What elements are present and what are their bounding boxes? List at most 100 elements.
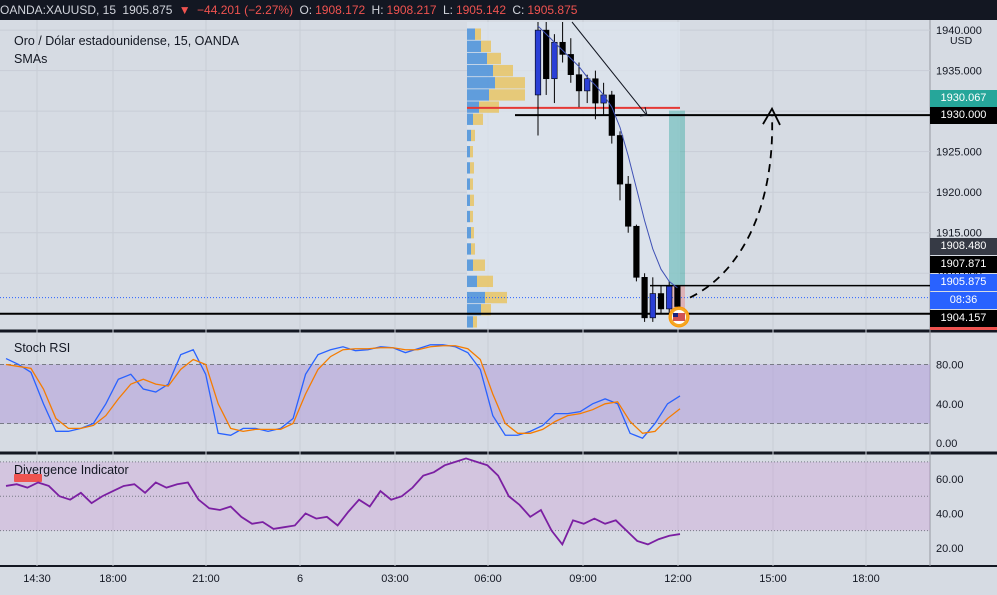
candle-body <box>616 135 624 185</box>
candle-body <box>649 293 656 319</box>
volume-bar-down <box>471 227 474 239</box>
volume-bar-up <box>467 259 473 271</box>
time-tick-label: 06:00 <box>474 573 502 585</box>
divergence-tick-label: 20.00 <box>936 543 964 555</box>
price-change: −44.201 (−2.27%) <box>197 3 294 17</box>
time-tick-label: 12:00 <box>664 573 692 585</box>
projection-path <box>689 115 774 299</box>
divergence-tick-label: 40.00 <box>936 508 964 520</box>
price-unit-label: USD <box>950 35 973 47</box>
change-down-icon: ▼ <box>178 3 191 17</box>
volume-bar-up <box>467 304 481 316</box>
time-tick-label: 09:00 <box>569 573 597 585</box>
candle-body <box>633 225 640 278</box>
divergence-alert-marker <box>14 474 42 482</box>
close-label: C: <box>512 3 525 17</box>
time-tick-label: 03:00 <box>381 573 409 585</box>
volume-bar-down <box>489 89 525 101</box>
time-tick-label: 14:30 <box>23 573 51 585</box>
volume-bar-down <box>470 162 474 174</box>
symbol-name[interactable]: OANDA:XAUUSD, 15 <box>0 3 117 17</box>
candle-body <box>584 78 591 92</box>
volume-bar-up <box>467 146 470 158</box>
volume-bar-up <box>467 210 470 223</box>
volume-bar-down <box>473 316 477 328</box>
price-badge-tp: 1930.067 <box>930 90 997 107</box>
candle-body <box>608 94 615 136</box>
volume-bar-down <box>471 243 475 255</box>
price-tick-label: 1935.000 <box>936 66 982 78</box>
trend-arrow-head <box>639 106 648 117</box>
open-value: 1908.172 <box>315 3 366 17</box>
stoch-tick-label: 80.00 <box>936 359 964 371</box>
price-badge-low: 1904.157 <box>930 310 997 327</box>
volume-bar-up <box>467 162 470 174</box>
stoch-rsi-label[interactable]: Stoch RSI <box>14 341 71 355</box>
stoch-band <box>0 364 930 424</box>
us-flag-stripes <box>673 313 685 321</box>
us-flag-canton <box>673 313 678 317</box>
chart-title[interactable]: Oro / Dólar estadounidense, 15, OANDA <box>14 34 240 48</box>
low-value: 1905.142 <box>455 3 507 17</box>
volume-bar-down <box>470 146 473 158</box>
divergence-line <box>5 457 681 547</box>
volume-bar-down <box>475 28 481 40</box>
volume-bar-down <box>481 40 491 52</box>
candle-body <box>641 277 648 319</box>
low-label: L: <box>442 3 453 17</box>
price-tick-label: 1940.000 <box>936 25 982 37</box>
volume-bar-down <box>470 210 473 223</box>
time-tick-label: 21:00 <box>192 573 220 585</box>
volume-bar-up <box>467 40 481 52</box>
candle-body <box>657 293 665 310</box>
candle-body <box>551 41 558 80</box>
price-axis-marker <box>930 327 997 330</box>
candle-body <box>600 94 607 104</box>
volume-bar-up <box>467 243 471 255</box>
volume-bar-up <box>467 275 477 288</box>
volume-bar-down <box>481 304 491 316</box>
volume-bar-down <box>495 77 525 89</box>
candle-body <box>666 285 673 310</box>
volume-bar-up <box>467 52 487 65</box>
price-tick-label: 1915.000 <box>936 228 982 240</box>
projection-arrow-head <box>762 106 781 126</box>
volume-bar-down <box>473 113 483 125</box>
volume-bar-down <box>471 129 475 142</box>
candle-body <box>625 183 632 227</box>
volume-bar-up <box>467 227 471 239</box>
volume-bar-down <box>493 64 513 77</box>
stoch-tick-label: 40.00 <box>936 399 964 411</box>
high-value: 1908.217 <box>386 3 437 17</box>
stoch-k-line <box>5 344 681 439</box>
stoch-tick-label: 0.00 <box>936 438 957 450</box>
price-tick-label: 1925.000 <box>936 147 982 159</box>
divergence-label[interactable]: Divergence Indicator <box>14 463 129 477</box>
candle-body <box>543 29 550 80</box>
sma-indicator-label[interactable]: SMAs <box>14 52 48 66</box>
volume-bar-up <box>467 64 493 77</box>
volume-bar-up <box>467 89 489 101</box>
price-badge-support: 1907.871 <box>930 256 997 273</box>
volume-bar-down <box>470 194 474 206</box>
sma-line <box>537 25 678 289</box>
volume-bar-up <box>467 77 495 89</box>
volume-bar-down <box>477 275 493 288</box>
candle-body <box>575 74 583 92</box>
volume-bar-up <box>467 316 473 328</box>
candle-body <box>534 29 542 96</box>
close-value: 1905.875 <box>527 3 578 17</box>
stoch-d-line <box>5 345 681 434</box>
target-zone <box>669 110 685 286</box>
candle-body <box>674 285 681 307</box>
time-axis-bg <box>0 567 997 595</box>
price-badge-high: 1908.480 <box>930 238 997 255</box>
high-label: H: <box>371 3 384 17</box>
volume-bar-up <box>467 113 473 125</box>
symbol-header: OANDA:XAUUSD, 15 1905.875 ▼ −44.201 (−2.… <box>0 0 997 20</box>
volume-bar-up <box>467 129 471 142</box>
divergence-tick-label: 60.00 <box>936 474 964 486</box>
volume-bar-up <box>467 28 475 40</box>
